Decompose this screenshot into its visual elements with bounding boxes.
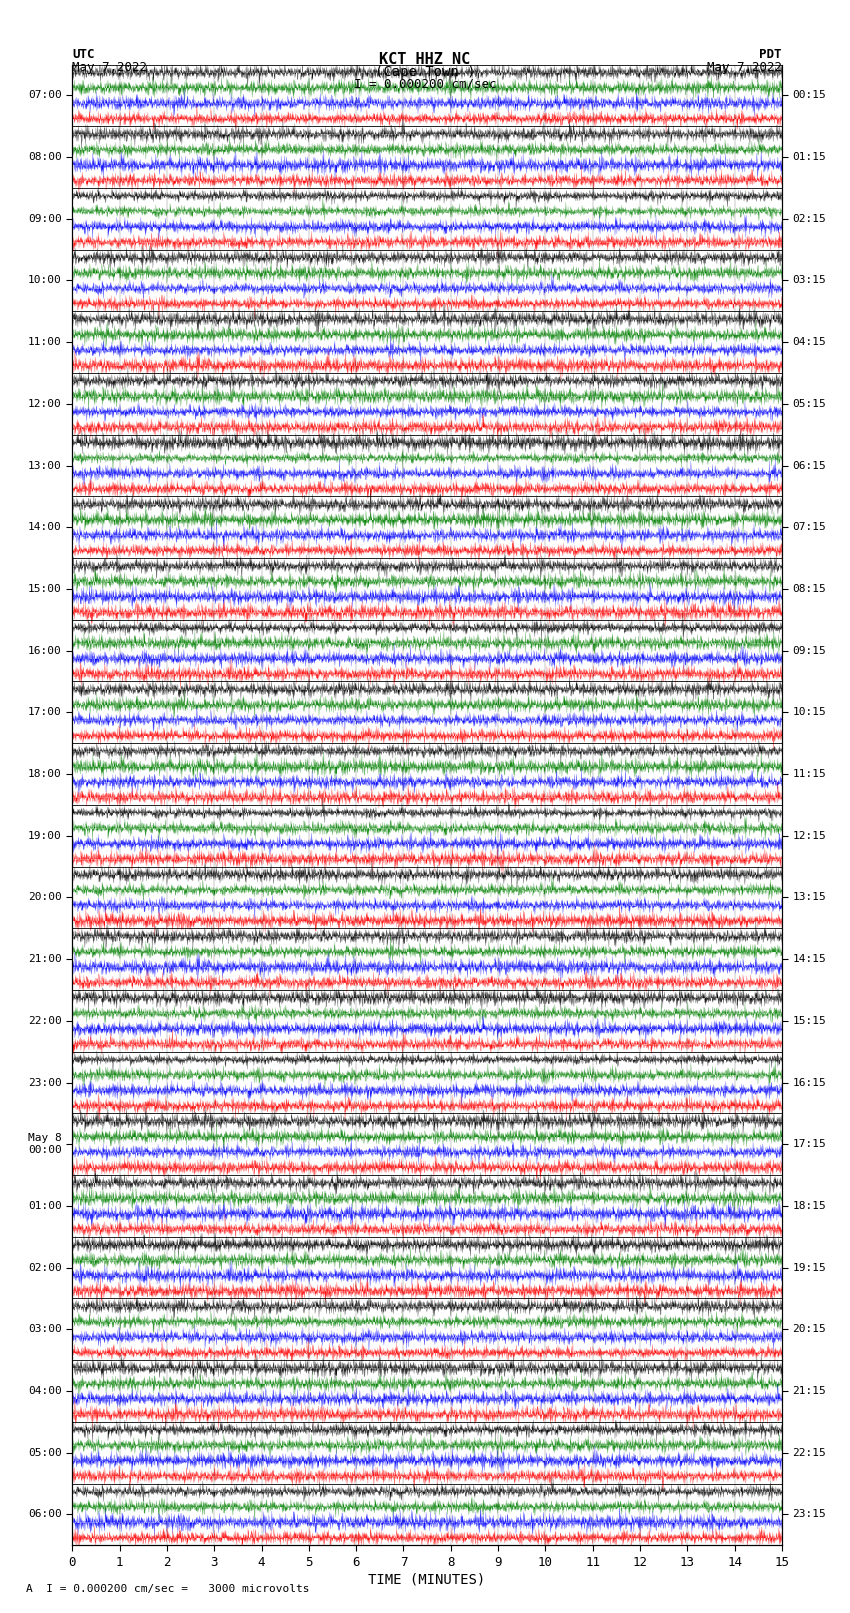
Text: KCT HHZ NC: KCT HHZ NC [379, 52, 471, 66]
Text: May 7,2022: May 7,2022 [72, 61, 147, 74]
Text: PDT: PDT [760, 48, 782, 61]
Text: A  I = 0.000200 cm/sec =   3000 microvolts: A I = 0.000200 cm/sec = 3000 microvolts [26, 1584, 309, 1594]
X-axis label: TIME (MINUTES): TIME (MINUTES) [369, 1573, 485, 1587]
Text: UTC: UTC [72, 48, 94, 61]
Text: I = 0.000200 cm/sec: I = 0.000200 cm/sec [354, 77, 496, 90]
Text: May 7,2022: May 7,2022 [707, 61, 782, 74]
Text: (Cape Town ): (Cape Town ) [375, 65, 475, 79]
